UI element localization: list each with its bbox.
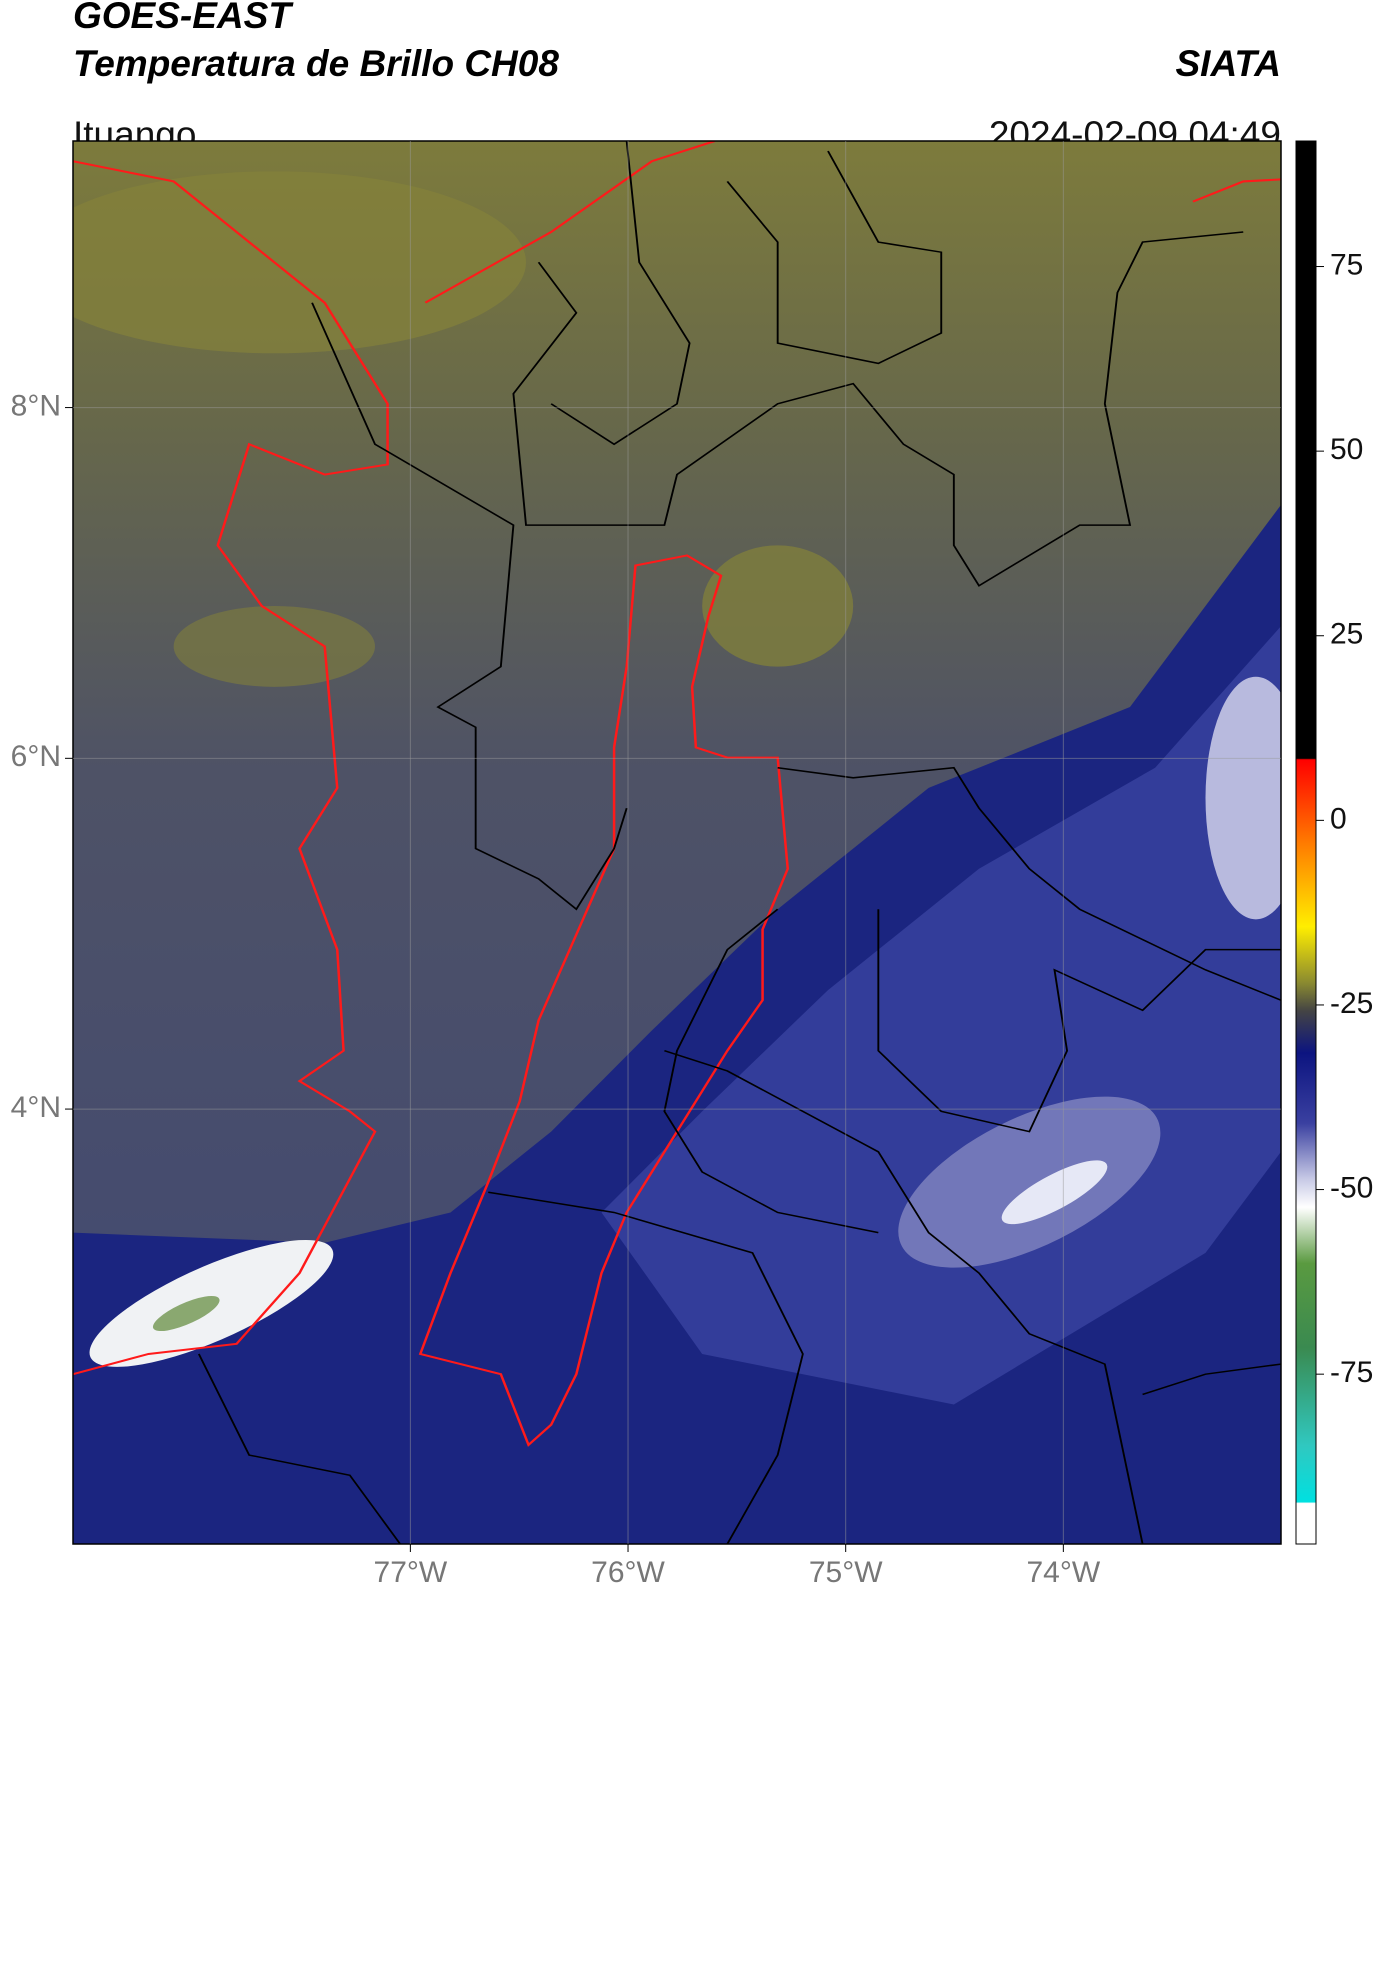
map-image [73,141,1281,1544]
x-tick-label: 75°W [809,1556,883,1589]
colorbar-label: 0 [1330,802,1347,835]
colorbar-label: 75 [1330,248,1363,281]
map-frame [72,140,1282,1545]
subtitle: Temperatura de Brillo CH08 [73,43,559,84]
y-tick-label: 4°N [11,1091,61,1124]
x-tick-label: 76°W [591,1556,665,1589]
source: SIATA [1175,43,1281,84]
colorbar-label: -75 [1330,1356,1373,1389]
x-tick-label: 77°W [374,1556,448,1589]
colorbar-label: -25 [1330,987,1373,1020]
title: GOES-EAST [73,0,294,36]
colorbar-label: -50 [1330,1171,1373,1204]
colorbar-label: 25 [1330,618,1363,651]
y-tick-label: 8°N [11,389,61,422]
colorbar [1295,140,1317,1545]
y-tick-label: 6°N [11,740,61,773]
x-tick-label: 74°W [1026,1556,1100,1589]
colorbar-label: 50 [1330,433,1363,466]
